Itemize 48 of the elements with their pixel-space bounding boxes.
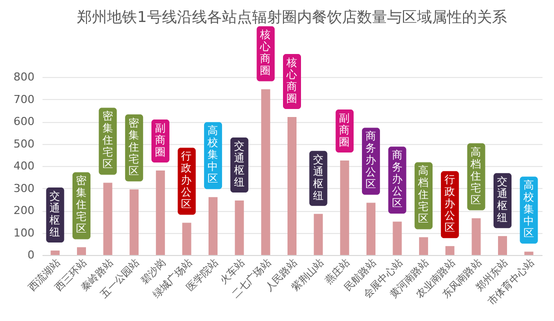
y-tick-label: 500	[14, 137, 34, 150]
annotation: 密集住宅区	[128, 116, 140, 178]
y-tick-label: 300	[14, 182, 34, 195]
annotation: 核心商圈	[286, 56, 298, 106]
bar	[445, 246, 454, 255]
chart-title: 郑州地铁1号线沿线各站点辐射圈内餐饮店数量与区域属性的关系	[77, 8, 507, 26]
y-tick-label: 800	[14, 70, 34, 84]
y-tick-label: 100	[14, 226, 34, 240]
annotation: 交通枢纽	[497, 175, 508, 224]
y-tick-label: 700	[14, 92, 34, 106]
annotation: 密集住宅区	[102, 110, 114, 171]
annotation: 高校集中区	[206, 124, 219, 186]
annotation: 行政办公区	[444, 174, 456, 234]
annotation: 交通枢纽	[312, 152, 324, 202]
annotation: 高校集中区	[522, 178, 534, 240]
bar	[103, 182, 112, 255]
annotation: 商务办公区	[392, 148, 403, 210]
bar	[76, 247, 86, 255]
bar	[130, 189, 139, 255]
bar	[261, 89, 270, 255]
annotation: 密集住宅区	[76, 174, 87, 236]
annotation: 交通枢纽	[50, 190, 61, 239]
bar	[156, 170, 165, 255]
bar	[419, 237, 428, 255]
bar	[392, 222, 402, 255]
annotation: 高档住宅区	[417, 164, 430, 226]
bar	[234, 200, 244, 255]
annotation: 副商圈	[154, 122, 166, 158]
bar	[208, 197, 218, 255]
annotation: 核心商圈	[259, 28, 272, 78]
annotation: 交通枢纽	[234, 139, 245, 188]
bar	[498, 236, 508, 255]
bar	[340, 160, 350, 255]
bar	[524, 252, 534, 255]
bar	[288, 117, 296, 255]
bar	[472, 218, 481, 255]
y-tick-label: 200	[14, 204, 34, 217]
annotation: 行政办公区	[181, 150, 192, 211]
bar	[50, 250, 60, 255]
annotation: 商务办公区	[365, 130, 376, 191]
y-tick-label: 0	[28, 248, 34, 262]
y-tick-label: 400	[14, 160, 34, 172]
bar	[366, 202, 376, 255]
y-tick-label: 600	[14, 115, 34, 128]
bar	[182, 222, 192, 255]
bar	[314, 214, 323, 255]
annotation: 高档住宅区	[470, 145, 482, 206]
annotation: 副商圈	[339, 112, 350, 148]
